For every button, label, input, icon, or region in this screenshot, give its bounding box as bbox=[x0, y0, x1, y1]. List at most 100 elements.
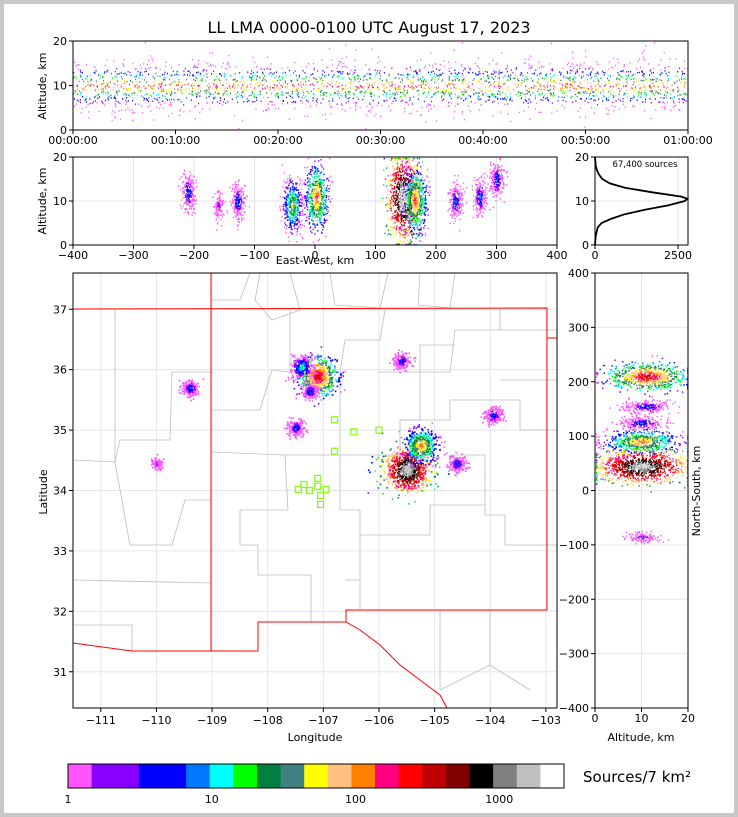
source-point bbox=[556, 110, 558, 112]
source-point bbox=[346, 66, 348, 68]
source-point bbox=[358, 80, 360, 83]
source-point bbox=[189, 177, 191, 180]
source-point bbox=[274, 87, 276, 89]
source-point bbox=[282, 94, 284, 97]
source-point bbox=[502, 88, 504, 90]
source-point bbox=[644, 101, 646, 103]
source-point bbox=[237, 193, 240, 195]
source-point bbox=[221, 210, 223, 212]
source-point bbox=[627, 71, 629, 73]
source-point bbox=[138, 77, 140, 79]
source-point bbox=[104, 104, 106, 106]
source-point bbox=[588, 67, 590, 70]
source-point bbox=[368, 68, 370, 71]
source-point bbox=[316, 186, 318, 188]
source-point bbox=[409, 97, 411, 99]
source-point bbox=[311, 200, 313, 202]
source-point bbox=[297, 202, 299, 204]
source-point bbox=[383, 72, 385, 74]
source-point bbox=[186, 201, 188, 203]
source-point bbox=[435, 88, 437, 90]
source-point bbox=[215, 206, 217, 209]
source-point bbox=[170, 93, 172, 95]
source-point bbox=[401, 164, 403, 166]
source-point bbox=[239, 212, 241, 214]
chart-title: LL LMA 0000-0100 UTC August 17, 2023 bbox=[207, 18, 531, 37]
source-point bbox=[304, 72, 306, 74]
source-point bbox=[114, 94, 116, 97]
source-point bbox=[238, 200, 240, 202]
source-point bbox=[257, 94, 259, 96]
source-point bbox=[243, 90, 245, 92]
source-point bbox=[389, 184, 391, 187]
source-point bbox=[400, 174, 402, 177]
source-point bbox=[220, 204, 222, 206]
source-point bbox=[323, 187, 325, 189]
source-point bbox=[411, 88, 413, 90]
source-point bbox=[397, 166, 399, 169]
source-point bbox=[237, 205, 239, 207]
source-point bbox=[462, 79, 464, 82]
source-point bbox=[396, 190, 398, 192]
source-point bbox=[208, 82, 210, 85]
source-point bbox=[586, 74, 588, 76]
source-point bbox=[451, 80, 453, 82]
source-point bbox=[510, 98, 512, 100]
source-point bbox=[641, 71, 643, 73]
source-point bbox=[608, 61, 610, 63]
source-point bbox=[409, 224, 411, 227]
source-point bbox=[116, 92, 118, 95]
source-point bbox=[562, 87, 564, 89]
source-point bbox=[575, 100, 577, 102]
source-point bbox=[183, 111, 185, 113]
source-point bbox=[399, 90, 401, 92]
source-point bbox=[281, 103, 283, 105]
source-point bbox=[314, 216, 316, 219]
source-point bbox=[314, 170, 317, 173]
source-point bbox=[318, 212, 321, 214]
source-point bbox=[577, 64, 579, 67]
source-point bbox=[296, 223, 299, 225]
source-point bbox=[237, 194, 239, 197]
source-point bbox=[288, 236, 290, 238]
source-point bbox=[294, 207, 296, 209]
source-point bbox=[671, 97, 673, 100]
source-point bbox=[237, 218, 239, 220]
source-point bbox=[404, 183, 406, 185]
source-point bbox=[88, 117, 90, 119]
source-point bbox=[645, 98, 647, 101]
source-point bbox=[313, 80, 315, 82]
source-point bbox=[635, 80, 637, 83]
source-point bbox=[155, 72, 157, 75]
source-point bbox=[318, 205, 320, 208]
source-point bbox=[218, 199, 220, 201]
source-point bbox=[132, 62, 134, 65]
source-point bbox=[166, 72, 168, 75]
source-point bbox=[568, 86, 570, 88]
source-point bbox=[185, 181, 187, 184]
source-point bbox=[81, 72, 83, 74]
source-point bbox=[319, 78, 321, 81]
source-point bbox=[239, 198, 241, 200]
source-point bbox=[407, 210, 409, 212]
source-point bbox=[291, 217, 294, 219]
source-point bbox=[297, 191, 300, 194]
source-point bbox=[139, 74, 141, 76]
source-point bbox=[461, 72, 463, 75]
source-point bbox=[550, 92, 552, 94]
source-point bbox=[405, 192, 408, 194]
source-point bbox=[264, 86, 266, 88]
source-point bbox=[306, 208, 309, 211]
source-point bbox=[467, 86, 469, 88]
source-point bbox=[127, 87, 129, 90]
source-point bbox=[409, 241, 412, 244]
source-point bbox=[491, 73, 493, 75]
source-point bbox=[187, 184, 189, 186]
source-point bbox=[220, 192, 222, 194]
source-point bbox=[396, 93, 398, 95]
source-point bbox=[311, 231, 313, 234]
source-point bbox=[541, 92, 543, 95]
source-point bbox=[122, 62, 124, 65]
source-point bbox=[385, 95, 387, 97]
source-point bbox=[400, 214, 402, 216]
